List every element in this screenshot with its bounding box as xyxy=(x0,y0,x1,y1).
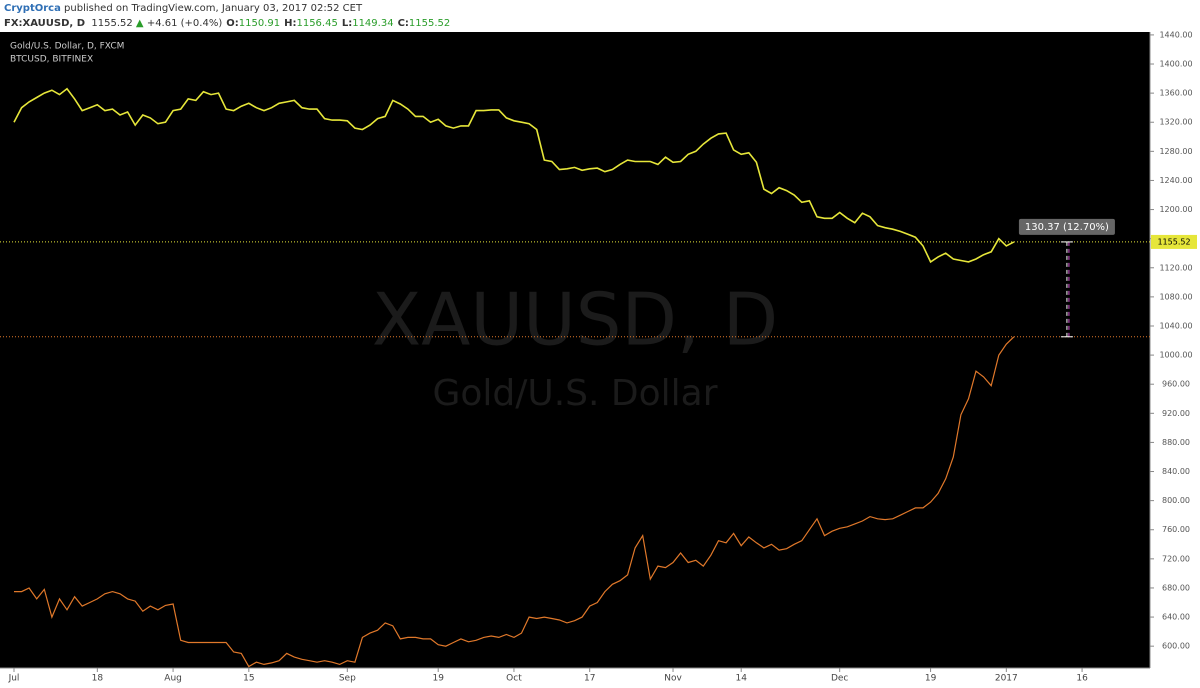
y-tick-label: 1360.00 xyxy=(1159,89,1192,98)
x-tick-label: 15 xyxy=(243,674,254,684)
x-tick-label: 2017 xyxy=(995,674,1018,684)
x-tick-label: Aug xyxy=(164,674,182,684)
ohlc-value: 1150.91 xyxy=(238,18,281,29)
y-tick-label: 600.00 xyxy=(1162,642,1190,651)
y-tick-label: 1440.00 xyxy=(1159,30,1192,39)
y-tick-label: 920.00 xyxy=(1162,409,1190,418)
x-tick-label: 14 xyxy=(735,674,747,684)
ohlc-label: L: xyxy=(341,18,353,29)
change: +4.61 (+0.4%) xyxy=(146,18,223,29)
x-tick-label: Jul xyxy=(8,674,20,684)
x-tick-label: Oct xyxy=(506,674,522,684)
arrow: ▲ xyxy=(135,18,144,29)
legend-entry: BTCUSD, BITFINEX xyxy=(10,55,93,65)
y-tick-label: 880.00 xyxy=(1162,438,1190,447)
y-tick-label: 1080.00 xyxy=(1159,292,1192,301)
x-tick-label: Sep xyxy=(339,674,356,684)
header: CryptOrca published on TradingView.com, … xyxy=(4,1,450,31)
measure-label: 130.37 (12.70%) xyxy=(1025,222,1109,233)
y-tick-label: 1120.00 xyxy=(1159,263,1192,272)
series-line xyxy=(13,87,1015,264)
ohlc-value: 1155.52 xyxy=(408,18,451,29)
ohlc: O:1150.91 H:1156.45 L:1149.34 C:1155.52 xyxy=(222,18,450,29)
y-tick-label: 1320.00 xyxy=(1159,118,1192,127)
x-tick-label: 18 xyxy=(92,674,104,684)
legend-entry: Gold/U.S. Dollar, D, FXCM xyxy=(10,42,124,52)
ohlc-value: 1149.34 xyxy=(352,18,394,29)
watermark-name: Gold/U.S. Dollar xyxy=(432,373,717,414)
x-tick-label: 19 xyxy=(432,674,444,684)
x-tick-label: 17 xyxy=(584,674,595,684)
last-price-label: 1155.52 xyxy=(1157,237,1190,246)
y-tick-label: 840.00 xyxy=(1162,467,1190,476)
y-tick-label: 1200.00 xyxy=(1159,205,1192,214)
symbol-line: FX:XAUUSD, D 1155.52 ▲ +4.61 (+0.4%) O:11… xyxy=(4,16,450,31)
watermark-symbol: XAUUSD, D xyxy=(372,278,778,362)
ohlc-label: C: xyxy=(397,18,409,29)
x-tick-label: 19 xyxy=(925,674,937,684)
y-tick-label: 720.00 xyxy=(1162,554,1190,563)
author: CryptOrca xyxy=(4,3,61,14)
published: published on TradingView.com, January 03… xyxy=(64,3,363,14)
y-tick-label: 640.00 xyxy=(1162,613,1190,622)
x-tick-label: Dec xyxy=(831,674,848,684)
y-tick-label: 760.00 xyxy=(1162,525,1190,534)
last-price-box xyxy=(1151,234,1197,249)
measure-box xyxy=(1018,218,1115,235)
x-tick-label: Nov xyxy=(664,674,682,684)
y-tick-label: 960.00 xyxy=(1162,380,1190,389)
plot-background xyxy=(0,32,1150,668)
last-price: 1155.52 xyxy=(91,18,133,29)
y-tick-label: 1040.00 xyxy=(1159,321,1192,330)
y-tick-label: 800.00 xyxy=(1162,496,1190,505)
y-tick-label: 1240.00 xyxy=(1159,176,1192,185)
publish-line: CryptOrca published on TradingView.com, … xyxy=(4,1,450,16)
symbol: FX:XAUUSD, D xyxy=(4,18,86,29)
series-line xyxy=(14,336,1015,668)
ohlc-value: 1156.45 xyxy=(296,18,338,29)
ohlc-label: H: xyxy=(284,18,297,29)
y-tick-label: 1280.00 xyxy=(1159,147,1192,156)
y-tick-label: 1000.00 xyxy=(1159,351,1192,360)
y-tick-label: 680.00 xyxy=(1162,583,1190,592)
ohlc-label: O: xyxy=(226,18,239,29)
x-tick-label: 16 xyxy=(1076,674,1088,684)
y-tick-label: 1400.00 xyxy=(1159,60,1192,69)
